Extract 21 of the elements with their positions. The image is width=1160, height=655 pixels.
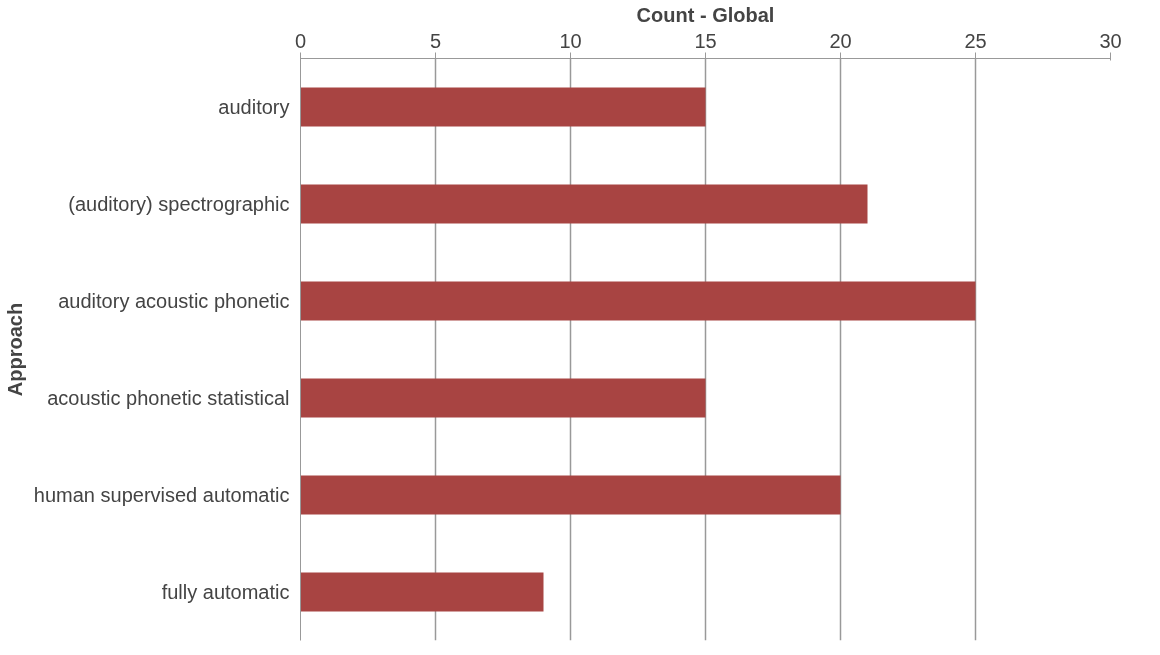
- y-tick-label: auditory acoustic phonetic: [58, 290, 290, 312]
- x-tick-label: 30: [1099, 29, 1122, 52]
- y-tick-label: fully automatic: [161, 581, 290, 603]
- x-axis-title: Count - Global: [636, 3, 775, 26]
- x-tick-label: 0: [294, 29, 307, 52]
- y-axis-title: Approach: [3, 302, 26, 397]
- bar: [300, 475, 841, 515]
- x-tick-label: 5: [429, 29, 442, 52]
- x-tick-label: 20: [829, 29, 852, 52]
- y-tick-label: auditory: [218, 96, 290, 118]
- x-tick-label: 25: [964, 29, 987, 52]
- bar: [300, 572, 544, 612]
- bar: [300, 281, 976, 321]
- bar: [300, 87, 706, 127]
- y-tick-label: acoustic phonetic statistical: [47, 387, 290, 409]
- y-tick-label: human supervised automatic: [33, 484, 290, 506]
- bar: [300, 184, 868, 224]
- y-tick-label: (auditory) spectrographic: [68, 193, 290, 215]
- bar: [300, 378, 706, 418]
- x-tick-label: 15: [694, 29, 717, 52]
- x-tick-label: 10: [559, 29, 582, 52]
